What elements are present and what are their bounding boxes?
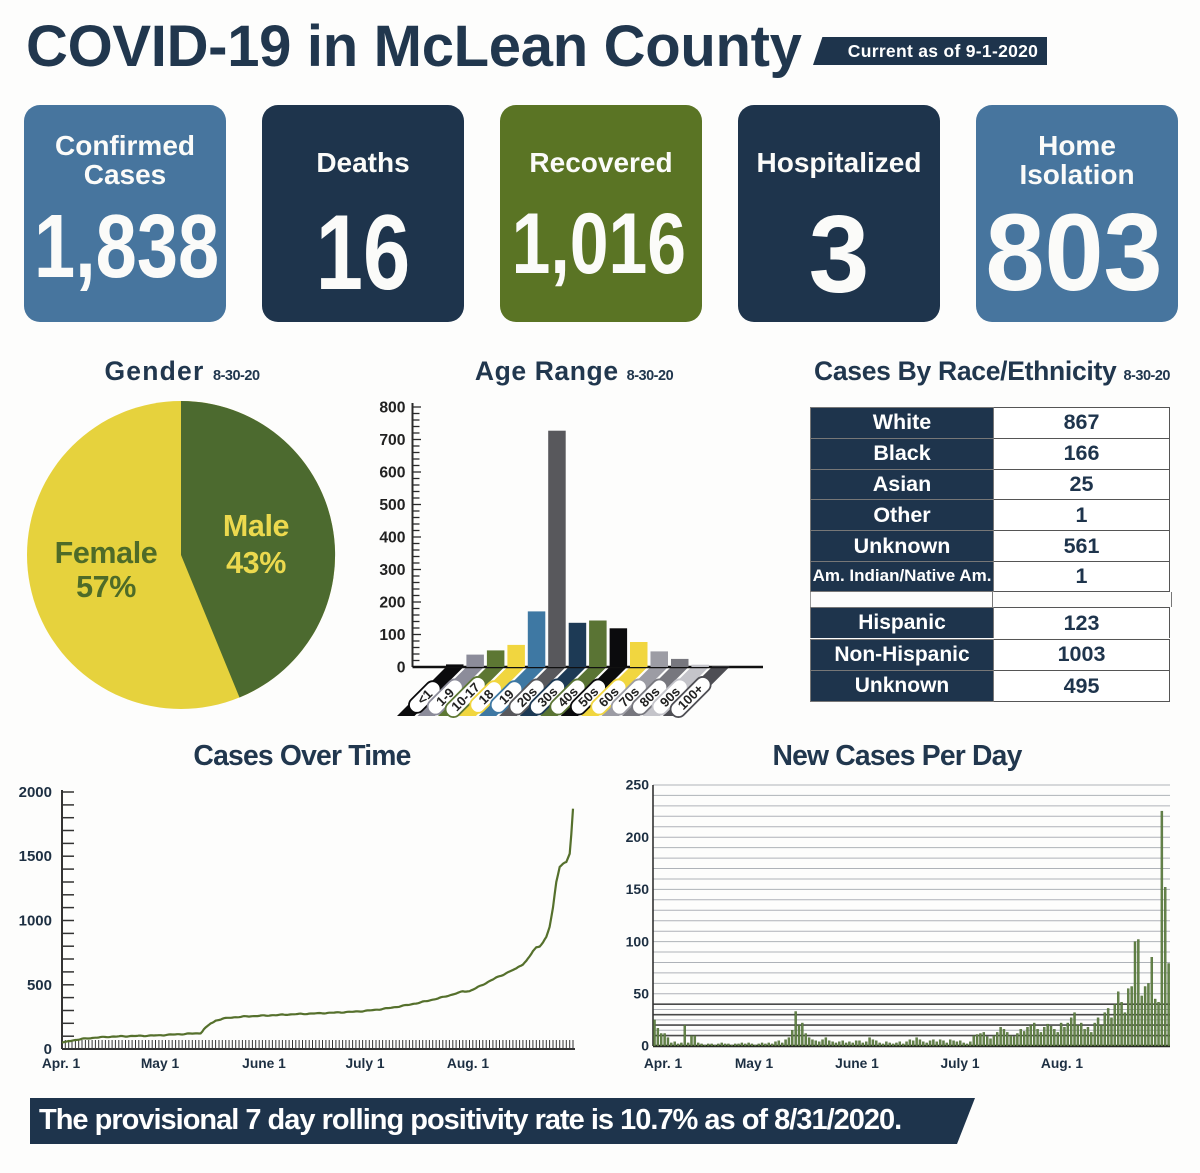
svg-text:50: 50 [633, 986, 649, 1002]
svg-text:2000: 2000 [19, 784, 52, 801]
svg-text:150: 150 [626, 881, 650, 897]
svg-text:200: 200 [626, 829, 650, 845]
svg-text:400: 400 [379, 530, 405, 547]
svg-text:500: 500 [379, 497, 405, 514]
svg-text:100: 100 [626, 933, 650, 949]
svg-text:100: 100 [379, 627, 405, 644]
svg-text:Aug. 1: Aug. 1 [447, 1056, 489, 1071]
svg-text:June 1: June 1 [242, 1056, 286, 1071]
svg-text:0: 0 [641, 1038, 649, 1054]
svg-text:0: 0 [397, 660, 406, 677]
svg-text:0: 0 [44, 1041, 52, 1058]
svg-text:Apr. 1: Apr. 1 [644, 1056, 683, 1071]
svg-text:1500: 1500 [19, 848, 52, 865]
svg-text:700: 700 [379, 432, 405, 449]
svg-text:July 1: July 1 [345, 1056, 384, 1071]
svg-text:1000: 1000 [19, 913, 52, 930]
svg-text:July 1: July 1 [940, 1056, 979, 1071]
svg-text:Aug. 1: Aug. 1 [1041, 1056, 1083, 1071]
svg-text:June 1: June 1 [835, 1056, 879, 1071]
svg-text:Apr. 1: Apr. 1 [42, 1056, 81, 1071]
svg-text:May 1: May 1 [735, 1056, 774, 1071]
svg-text:800: 800 [379, 400, 405, 417]
svg-text:200: 200 [379, 595, 405, 612]
svg-text:500: 500 [27, 977, 52, 994]
svg-text:600: 600 [379, 465, 405, 482]
svg-text:300: 300 [379, 562, 405, 579]
svg-text:May 1: May 1 [141, 1056, 180, 1071]
svg-text:250: 250 [626, 780, 650, 793]
